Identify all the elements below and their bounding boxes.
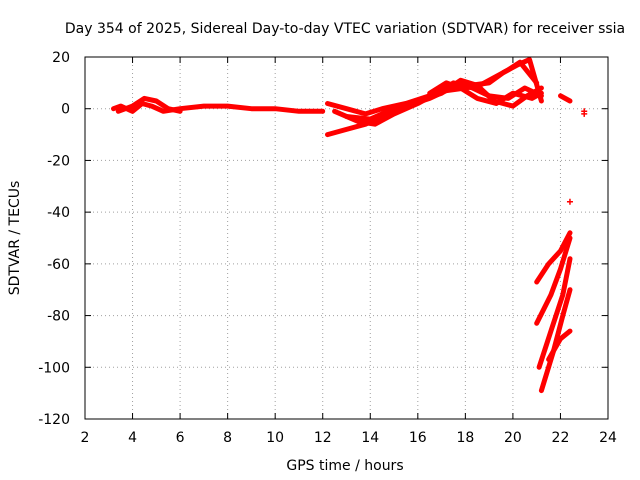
y-tick-label: -60 [47, 257, 70, 273]
series-trace-10 [536, 256, 573, 370]
data-point-marker [581, 110, 588, 117]
x-tick-label: 4 [128, 430, 137, 446]
y-tick-labels: -120 -100 -80 -60 -40 -20 0 20 [38, 50, 70, 428]
series-trace-9 [534, 235, 573, 326]
y-tick-label: 20 [52, 50, 70, 66]
y-tick-label: 0 [61, 102, 70, 118]
series-trace-8 [534, 230, 573, 285]
x-axis-label: GPS time / hours [286, 458, 403, 474]
series-trace-2 [115, 95, 183, 114]
data-series-layer [111, 57, 573, 394]
x-tick-label: 10 [266, 430, 284, 446]
y-axis-label: SDTVAR / TECUs [7, 181, 23, 296]
series-trace-13 [558, 93, 573, 104]
x-tick-label: 12 [314, 430, 332, 446]
x-tick-label: 20 [504, 430, 522, 446]
data-point-marker [566, 198, 573, 205]
chart-title: Day 354 of 2025, Sidereal Day-to-day VTE… [65, 21, 625, 37]
x-tick-label: 6 [176, 430, 185, 446]
y-tick-label: -40 [47, 205, 70, 221]
plot-frame [84, 56, 609, 420]
series-trace-7 [427, 80, 544, 106]
series-trace-12 [546, 328, 573, 362]
y-tick-label: -120 [38, 412, 70, 428]
y-tick-label: -100 [38, 360, 70, 376]
axis-ticks [84, 56, 609, 420]
x-tick-label: 16 [409, 430, 427, 446]
x-tick-label: 24 [599, 430, 617, 446]
series-trace-6 [344, 77, 544, 122]
x-tick-label: 22 [552, 430, 570, 446]
grid-lines [85, 57, 608, 419]
x-tick-labels: 2 4 6 8 10 12 14 16 18 20 22 24 [81, 430, 617, 446]
x-tick-label: 2 [81, 430, 90, 446]
series-trace-11 [538, 287, 573, 394]
isolated-points-layer [566, 108, 588, 205]
x-tick-label: 18 [456, 430, 474, 446]
x-tick-label: 8 [223, 430, 232, 446]
y-tick-label: -20 [47, 153, 70, 169]
series-trace-1 [111, 101, 326, 114]
x-tick-label: 14 [361, 430, 379, 446]
y-tick-label: -80 [47, 309, 70, 325]
